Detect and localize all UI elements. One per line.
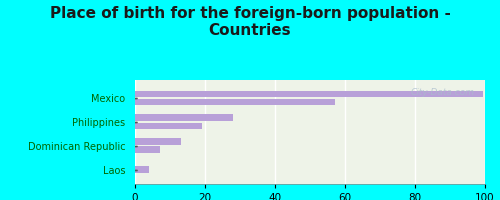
Bar xyxy=(135,166,149,173)
Text: City-Data.com: City-Data.com xyxy=(410,88,474,97)
Bar xyxy=(135,123,202,129)
Bar xyxy=(135,91,483,97)
Bar xyxy=(135,114,233,121)
Text: Place of birth for the foreign-born population -
Countries: Place of birth for the foreign-born popu… xyxy=(50,6,450,38)
Bar xyxy=(135,99,334,105)
Bar xyxy=(135,146,160,153)
Bar xyxy=(135,138,180,145)
